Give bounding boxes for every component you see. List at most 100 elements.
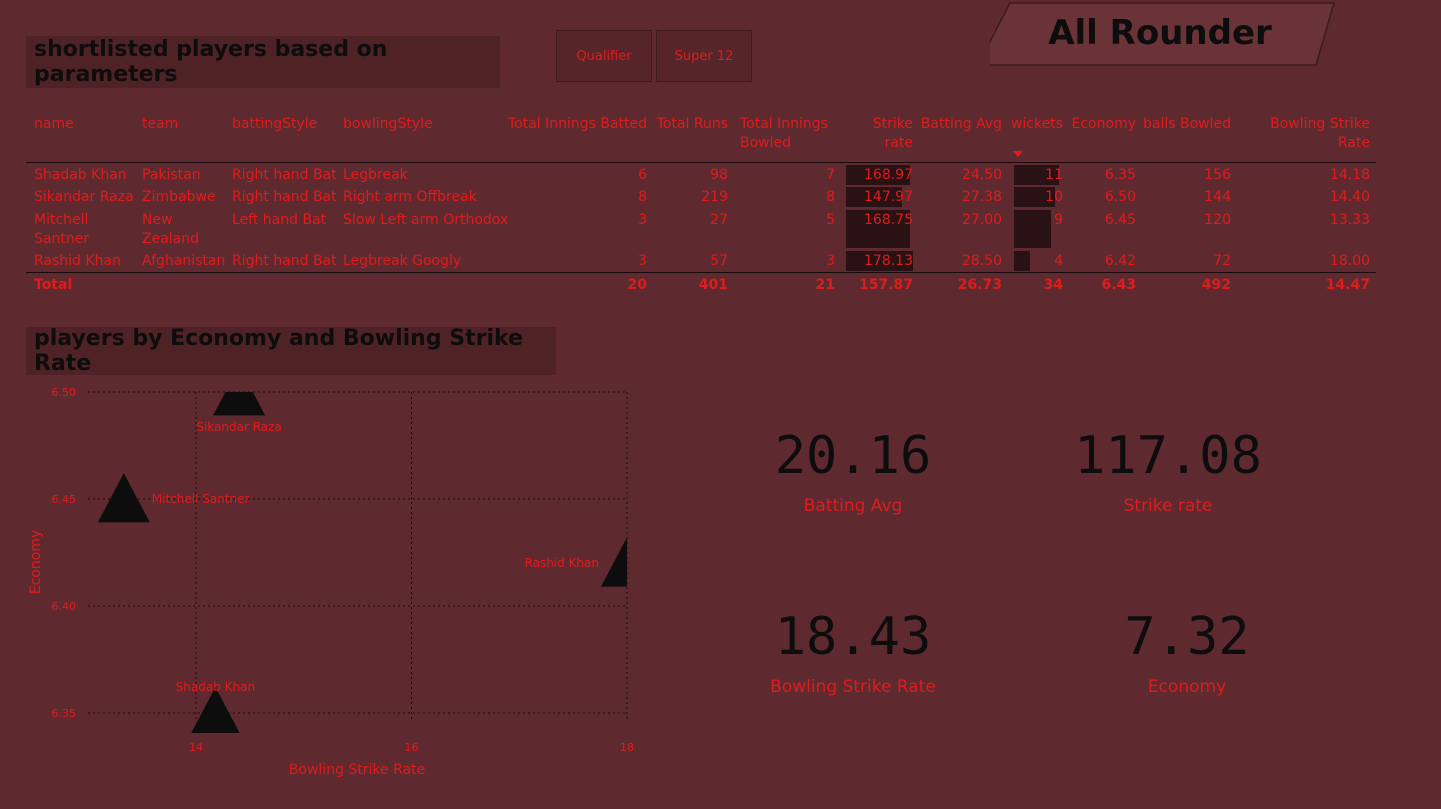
col-header-economy[interactable]: Economy xyxy=(1071,116,1136,132)
y-axis-title: Economy xyxy=(28,530,44,594)
cell-bsr: 14.40 xyxy=(1329,189,1370,205)
cell-name: Rashid Khan xyxy=(34,253,121,269)
cell-avg: 27.00 xyxy=(961,212,1002,228)
slicer-super12-button[interactable]: Super 12 xyxy=(656,30,752,82)
strike-rate-databar xyxy=(846,251,913,271)
cell-sr: 168.75 xyxy=(864,212,913,228)
cell-econ: 6.45 xyxy=(1104,212,1136,228)
y-tick-label: 6.40 xyxy=(52,600,77,613)
cell-bsr: 13.33 xyxy=(1329,212,1370,228)
cell-runs: 57 xyxy=(710,253,728,269)
data-point-label: Mitchell Santner xyxy=(152,492,250,506)
cell-inn_bowl: 5 xyxy=(826,212,835,228)
wickets-databar xyxy=(1014,165,1059,185)
cell-avg: 28.50 xyxy=(961,253,1002,269)
data-point-label: Shadab Khan xyxy=(176,680,255,694)
banner-shape xyxy=(990,2,1335,66)
total-innings-bowled: 21 xyxy=(815,277,835,293)
cell-bowling: Right arm Offbreak xyxy=(343,189,477,205)
cell-inn_bat: 6 xyxy=(638,167,647,183)
kpi-strike-rate-label: Strike rate xyxy=(1123,496,1213,516)
col-header-batting-style[interactable]: battingStyle xyxy=(232,116,318,132)
col-header-batting-avg[interactable]: Batting Avg xyxy=(920,116,1002,132)
data-point[interactable] xyxy=(189,687,241,736)
table-header-divider xyxy=(26,162,1376,163)
cell-inn_bowl: 3 xyxy=(826,253,835,269)
cell-name: Sikandar Raza xyxy=(34,189,134,205)
x-tick-label: 18 xyxy=(620,741,634,754)
total-batting-avg: 26.73 xyxy=(957,277,1002,293)
scatter-title: players by Economy and Bowling Strike Ra… xyxy=(26,326,556,376)
cell-inn_bowl: 7 xyxy=(826,167,835,183)
total-runs: 401 xyxy=(698,277,728,293)
cell-bsr: 14.18 xyxy=(1329,167,1370,183)
col-header-wickets[interactable]: wickets xyxy=(1010,116,1063,132)
cell-bowling: Slow Left arm Orthodox xyxy=(343,212,509,228)
data-point-label: Rashid Khan xyxy=(525,556,599,570)
col-header-innings-bowled[interactable]: Total Innings Bowled xyxy=(740,116,828,151)
cell-batting: Right hand Bat xyxy=(232,189,337,205)
col-header-bowling-strike-rate[interactable]: Bowling Strike Rate xyxy=(1270,116,1370,151)
cell-balls: 72 xyxy=(1213,253,1231,269)
cell-avg: 27.38 xyxy=(961,189,1002,205)
sort-desc-icon[interactable] xyxy=(1013,151,1025,159)
total-balls-bowled: 492 xyxy=(1201,277,1231,293)
x-tick-label: 16 xyxy=(405,741,419,754)
page-title: All Rounder xyxy=(1048,13,1272,53)
cell-econ: 6.42 xyxy=(1104,253,1136,269)
col-header-total-runs[interactable]: Total Runs xyxy=(656,116,728,132)
cell-sr: 168.97 xyxy=(864,167,913,183)
col-header-name[interactable]: name xyxy=(34,116,74,132)
cell-inn_bat: 3 xyxy=(638,253,647,269)
col-header-balls-bowled[interactable]: balls Bowled xyxy=(1143,116,1231,132)
col-header-strike-rate[interactable]: Strike rate xyxy=(872,116,913,151)
cell-wkts: 10 xyxy=(1045,189,1063,205)
cell-name: Mitchell Santner xyxy=(34,212,90,247)
cell-team: New Zealand xyxy=(142,212,200,247)
cell-batting: Right hand Bat xyxy=(232,167,337,183)
cell-runs: 27 xyxy=(710,212,728,228)
kpi-bowling-strike-rate-value: 18.43 xyxy=(774,607,932,667)
wickets-databar xyxy=(1014,251,1030,271)
strike-rate-databar xyxy=(846,210,910,248)
kpi-strike-rate-value: 117.08 xyxy=(1074,426,1262,486)
total-strike-rate: 157.87 xyxy=(858,277,913,293)
slicer-qualifier-button[interactable]: Qualifier xyxy=(556,30,652,82)
cell-wkts: 11 xyxy=(1045,167,1063,183)
total-wickets: 34 xyxy=(1043,277,1063,293)
total-label: Total xyxy=(34,277,73,293)
cell-team: Afghanistan xyxy=(142,253,226,269)
data-point[interactable] xyxy=(213,378,266,416)
wickets-databar xyxy=(1014,187,1055,207)
cell-batting: Left hand Bat xyxy=(232,212,327,228)
col-header-bowling-style[interactable]: bowlingStyle xyxy=(343,116,433,132)
cell-team: Zimbabwe xyxy=(142,189,216,205)
cell-avg: 24.50 xyxy=(961,167,1002,183)
data-point-label: Sikandar Raza xyxy=(196,420,281,434)
col-header-innings-batted[interactable]: Total Innings Batted xyxy=(507,116,647,132)
cell-inn_bat: 3 xyxy=(638,212,647,228)
cell-runs: 219 xyxy=(701,189,728,205)
data-point[interactable] xyxy=(601,537,653,587)
cell-econ: 6.35 xyxy=(1104,167,1136,183)
total-economy: 6.43 xyxy=(1101,277,1136,293)
data-point[interactable] xyxy=(97,473,150,523)
cell-batting: Right hand Bat xyxy=(232,253,337,269)
x-tick-label: 14 xyxy=(189,741,203,754)
table-total-divider xyxy=(26,272,1376,273)
kpi-bowling-strike-rate-label: Bowling Strike Rate xyxy=(770,677,936,697)
cell-name: Shadab Khan xyxy=(34,167,127,183)
x-axis-title: Bowling Strike Rate xyxy=(289,762,425,778)
scatter-chart[interactable]: 6.50 6.45 6.40 6.35 14 16 18 Bowling Strike Rat… xyxy=(0,378,700,798)
y-tick-label: 6.35 xyxy=(52,707,77,720)
page-header-banner: All Rounder xyxy=(990,2,1335,66)
y-tick-label: 6.50 xyxy=(52,386,77,399)
table-title: shortlisted players based on parameters xyxy=(26,36,500,88)
cell-bowling: Legbreak xyxy=(343,167,408,183)
y-tick-label: 6.45 xyxy=(52,493,77,506)
col-header-team[interactable]: team xyxy=(142,116,179,132)
cell-balls: 156 xyxy=(1204,167,1231,183)
cell-inn_bat: 8 xyxy=(638,189,647,205)
cell-sr: 147.97 xyxy=(864,189,913,205)
cell-inn_bowl: 8 xyxy=(826,189,835,205)
